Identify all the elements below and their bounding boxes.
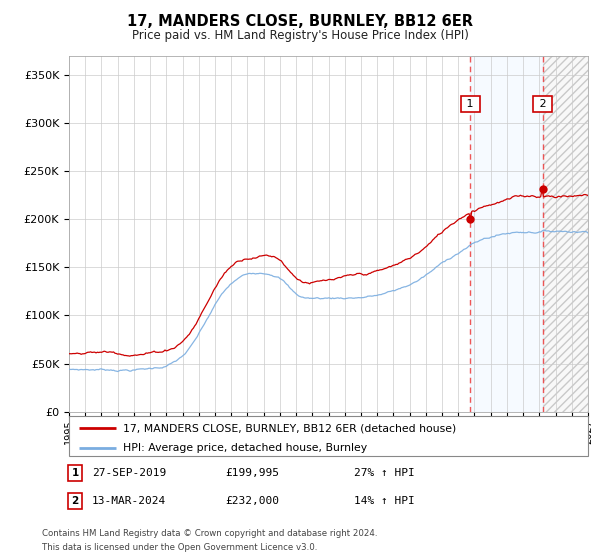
Bar	[542, 56, 588, 412]
Text: 2: 2	[71, 496, 79, 506]
Text: Contains HM Land Registry data © Crown copyright and database right 2024.: Contains HM Land Registry data © Crown c…	[42, 529, 377, 538]
Text: 13-MAR-2024: 13-MAR-2024	[92, 496, 166, 506]
Text: 17, MANDERS CLOSE, BURNLEY, BB12 6ER (detached house): 17, MANDERS CLOSE, BURNLEY, BB12 6ER (de…	[124, 423, 457, 433]
Text: 17, MANDERS CLOSE, BURNLEY, BB12 6ER: 17, MANDERS CLOSE, BURNLEY, BB12 6ER	[127, 14, 473, 29]
FancyBboxPatch shape	[69, 416, 588, 456]
Bar	[542, 56, 588, 412]
Text: 2: 2	[536, 99, 550, 109]
Text: £199,995: £199,995	[225, 468, 279, 478]
Text: HPI: Average price, detached house, Burnley: HPI: Average price, detached house, Burn…	[124, 442, 368, 452]
Text: £232,000: £232,000	[225, 496, 279, 506]
Text: Price paid vs. HM Land Registry's House Price Index (HPI): Price paid vs. HM Land Registry's House …	[131, 29, 469, 42]
Bar	[470, 56, 542, 412]
Text: 14% ↑ HPI: 14% ↑ HPI	[353, 496, 415, 506]
Text: 1: 1	[463, 99, 478, 109]
Text: 1: 1	[71, 468, 79, 478]
Text: This data is licensed under the Open Government Licence v3.0.: This data is licensed under the Open Gov…	[42, 543, 317, 552]
Text: 27-SEP-2019: 27-SEP-2019	[92, 468, 166, 478]
Text: 27% ↑ HPI: 27% ↑ HPI	[353, 468, 415, 478]
